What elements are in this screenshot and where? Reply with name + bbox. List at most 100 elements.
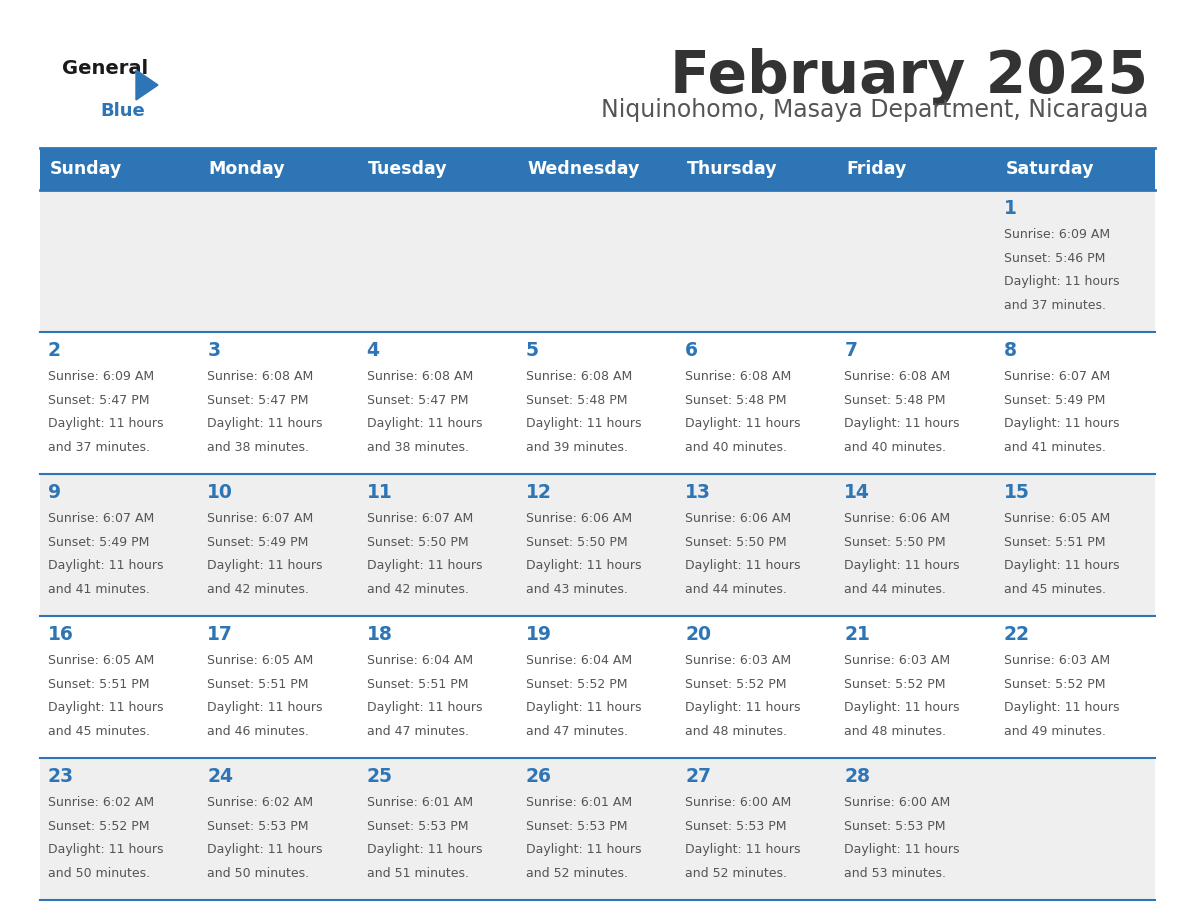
Text: Daylight: 11 hours: Daylight: 11 hours	[207, 844, 323, 856]
Text: Daylight: 11 hours: Daylight: 11 hours	[1004, 701, 1119, 714]
Text: Sunrise: 6:08 AM: Sunrise: 6:08 AM	[367, 370, 473, 384]
Text: and 50 minutes.: and 50 minutes.	[48, 867, 150, 879]
Text: and 48 minutes.: and 48 minutes.	[845, 724, 947, 738]
Text: 7: 7	[845, 341, 858, 360]
Text: Sunset: 5:52 PM: Sunset: 5:52 PM	[685, 677, 786, 690]
Text: and 40 minutes.: and 40 minutes.	[685, 441, 788, 453]
Bar	[40, 616, 200, 758]
Text: 24: 24	[207, 767, 233, 786]
Bar	[518, 616, 677, 758]
Bar	[677, 758, 836, 900]
Text: Sunrise: 6:08 AM: Sunrise: 6:08 AM	[207, 370, 314, 384]
Text: Sunrise: 6:05 AM: Sunrise: 6:05 AM	[48, 655, 154, 667]
Text: 1: 1	[1004, 198, 1017, 218]
Text: Daylight: 11 hours: Daylight: 11 hours	[48, 844, 164, 856]
Text: Daylight: 11 hours: Daylight: 11 hours	[526, 559, 642, 572]
Text: Sunrise: 6:02 AM: Sunrise: 6:02 AM	[207, 796, 314, 810]
Text: Daylight: 11 hours: Daylight: 11 hours	[845, 701, 960, 714]
Text: Sunset: 5:50 PM: Sunset: 5:50 PM	[685, 536, 786, 549]
Text: and 44 minutes.: and 44 minutes.	[685, 583, 786, 596]
Text: 26: 26	[526, 767, 551, 786]
Text: Sunrise: 6:04 AM: Sunrise: 6:04 AM	[367, 655, 473, 667]
Text: Daylight: 11 hours: Daylight: 11 hours	[207, 417, 323, 431]
Text: and 40 minutes.: and 40 minutes.	[845, 441, 947, 453]
Bar	[359, 332, 518, 474]
Text: Sunset: 5:46 PM: Sunset: 5:46 PM	[1004, 252, 1105, 264]
Bar	[200, 332, 359, 474]
Text: Sunset: 5:48 PM: Sunset: 5:48 PM	[685, 394, 786, 407]
Text: Daylight: 11 hours: Daylight: 11 hours	[685, 417, 801, 431]
Text: Sunset: 5:52 PM: Sunset: 5:52 PM	[1004, 677, 1105, 690]
Text: Daylight: 11 hours: Daylight: 11 hours	[685, 701, 801, 714]
Text: 23: 23	[48, 767, 74, 786]
Bar	[518, 190, 677, 332]
Text: Monday: Monday	[209, 160, 285, 178]
Text: Sunrise: 6:07 AM: Sunrise: 6:07 AM	[367, 512, 473, 525]
Text: Sunrise: 6:02 AM: Sunrise: 6:02 AM	[48, 796, 154, 810]
Text: and 41 minutes.: and 41 minutes.	[48, 583, 150, 596]
Text: 25: 25	[367, 767, 392, 786]
Bar	[677, 616, 836, 758]
Text: Daylight: 11 hours: Daylight: 11 hours	[1004, 417, 1119, 431]
Text: and 43 minutes.: and 43 minutes.	[526, 583, 627, 596]
Text: Sunset: 5:47 PM: Sunset: 5:47 PM	[367, 394, 468, 407]
Text: Daylight: 11 hours: Daylight: 11 hours	[685, 559, 801, 572]
Text: Sunset: 5:51 PM: Sunset: 5:51 PM	[367, 677, 468, 690]
Text: Sunset: 5:53 PM: Sunset: 5:53 PM	[367, 820, 468, 833]
Text: Daylight: 11 hours: Daylight: 11 hours	[845, 417, 960, 431]
Text: and 44 minutes.: and 44 minutes.	[845, 583, 947, 596]
Text: and 48 minutes.: and 48 minutes.	[685, 724, 788, 738]
Text: and 47 minutes.: and 47 minutes.	[526, 724, 627, 738]
Text: 5: 5	[526, 341, 539, 360]
Text: General: General	[62, 59, 148, 78]
Text: and 51 minutes.: and 51 minutes.	[367, 867, 468, 879]
Text: Sunset: 5:50 PM: Sunset: 5:50 PM	[526, 536, 627, 549]
Bar	[200, 758, 359, 900]
Text: Daylight: 11 hours: Daylight: 11 hours	[1004, 275, 1119, 288]
Text: and 38 minutes.: and 38 minutes.	[207, 441, 309, 453]
Text: Sunrise: 6:03 AM: Sunrise: 6:03 AM	[685, 655, 791, 667]
Text: Sunset: 5:47 PM: Sunset: 5:47 PM	[48, 394, 150, 407]
Text: Daylight: 11 hours: Daylight: 11 hours	[207, 701, 323, 714]
Text: Sunrise: 6:06 AM: Sunrise: 6:06 AM	[685, 512, 791, 525]
Bar	[40, 332, 200, 474]
Text: Sunrise: 6:04 AM: Sunrise: 6:04 AM	[526, 655, 632, 667]
Text: and 50 minutes.: and 50 minutes.	[207, 867, 309, 879]
Text: and 37 minutes.: and 37 minutes.	[1004, 298, 1106, 311]
Text: 21: 21	[845, 624, 871, 644]
Text: Sunrise: 6:09 AM: Sunrise: 6:09 AM	[48, 370, 154, 384]
Bar	[677, 474, 836, 616]
Text: 17: 17	[207, 624, 233, 644]
Text: 16: 16	[48, 624, 74, 644]
Bar	[40, 148, 200, 190]
Text: Saturday: Saturday	[1005, 160, 1094, 178]
Bar	[359, 758, 518, 900]
Text: Sunrise: 6:09 AM: Sunrise: 6:09 AM	[1004, 229, 1110, 241]
Text: Niquinohomo, Masaya Department, Nicaragua: Niquinohomo, Masaya Department, Nicaragu…	[601, 98, 1148, 122]
Text: Sunrise: 6:05 AM: Sunrise: 6:05 AM	[1004, 512, 1110, 525]
Text: Daylight: 11 hours: Daylight: 11 hours	[48, 559, 164, 572]
Text: Sunset: 5:49 PM: Sunset: 5:49 PM	[207, 536, 309, 549]
Text: Sunrise: 6:01 AM: Sunrise: 6:01 AM	[367, 796, 473, 810]
Text: 18: 18	[367, 624, 392, 644]
Bar	[996, 332, 1155, 474]
Text: and 39 minutes.: and 39 minutes.	[526, 441, 627, 453]
Text: 3: 3	[207, 341, 221, 360]
Text: Sunset: 5:47 PM: Sunset: 5:47 PM	[207, 394, 309, 407]
Text: Tuesday: Tuesday	[368, 160, 448, 178]
Text: Daylight: 11 hours: Daylight: 11 hours	[685, 844, 801, 856]
Bar	[996, 474, 1155, 616]
Polygon shape	[135, 70, 158, 100]
Text: Daylight: 11 hours: Daylight: 11 hours	[207, 559, 323, 572]
Text: Sunset: 5:49 PM: Sunset: 5:49 PM	[48, 536, 150, 549]
Text: Daylight: 11 hours: Daylight: 11 hours	[845, 559, 960, 572]
Bar	[518, 148, 677, 190]
Text: Sunset: 5:53 PM: Sunset: 5:53 PM	[845, 820, 946, 833]
Bar	[359, 616, 518, 758]
Text: and 41 minutes.: and 41 minutes.	[1004, 441, 1106, 453]
Bar	[200, 148, 359, 190]
Text: Sunrise: 6:07 AM: Sunrise: 6:07 AM	[48, 512, 154, 525]
Text: and 38 minutes.: and 38 minutes.	[367, 441, 468, 453]
Text: 20: 20	[685, 624, 712, 644]
Bar	[200, 190, 359, 332]
